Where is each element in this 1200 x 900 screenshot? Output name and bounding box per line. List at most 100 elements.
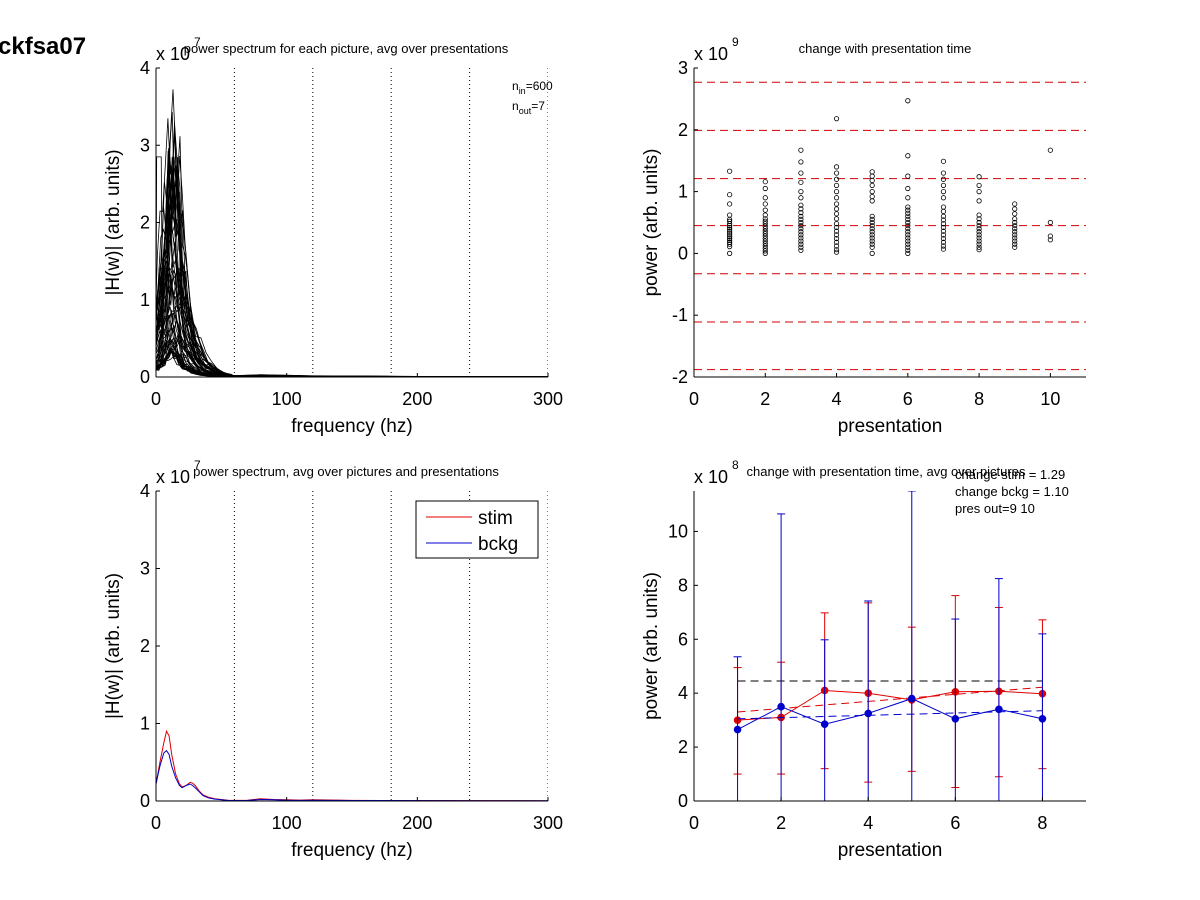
scatter-point bbox=[762, 235, 768, 242]
y-tick-label: 3 bbox=[678, 58, 688, 78]
axis-multiplier-exponent: 7 bbox=[194, 35, 201, 49]
y-tick-label: -1 bbox=[672, 305, 688, 325]
spectrum-line bbox=[157, 269, 548, 377]
scatter-point bbox=[727, 235, 733, 242]
scatter-point bbox=[976, 216, 982, 222]
y-tick-label: 10 bbox=[668, 521, 688, 541]
y-axis-label: power (arb. units) bbox=[641, 572, 662, 720]
scatter-point bbox=[976, 232, 982, 238]
scatter-point bbox=[727, 228, 733, 234]
scatter-point bbox=[1047, 233, 1053, 239]
scatter-point bbox=[727, 168, 733, 174]
scatter-point bbox=[905, 213, 911, 219]
scatter-point bbox=[869, 173, 875, 179]
scatter-point bbox=[727, 232, 733, 238]
x-tick-label: 0 bbox=[151, 389, 161, 409]
scatter-point bbox=[798, 235, 804, 241]
spectrum-line bbox=[156, 274, 548, 377]
spectrum-line bbox=[158, 136, 548, 377]
stats-annotation: pres out=9 10 bbox=[955, 501, 1035, 516]
scatter-point bbox=[1012, 232, 1018, 238]
scatter-point bbox=[940, 176, 947, 182]
spectrum-line bbox=[156, 171, 548, 377]
scatter-point bbox=[727, 212, 733, 218]
scatter-point bbox=[1012, 201, 1018, 207]
scatter-point bbox=[976, 238, 982, 244]
scatter-point bbox=[976, 241, 982, 247]
scatter-point bbox=[940, 235, 947, 242]
scatter-point bbox=[976, 219, 982, 226]
stats-annotation: change bckg = 1.10 bbox=[955, 484, 1069, 499]
y-tick-label: 2 bbox=[140, 636, 150, 656]
series-bckg bbox=[156, 749, 548, 801]
scatter-point bbox=[727, 221, 733, 227]
scatter-point bbox=[798, 206, 804, 212]
scatter-point bbox=[798, 247, 804, 253]
legend-label-bckg: bckg bbox=[478, 534, 518, 555]
scatter-point bbox=[869, 219, 875, 226]
scatter-point bbox=[762, 233, 768, 239]
x-tick-label: 8 bbox=[974, 389, 984, 409]
scatter-point bbox=[798, 159, 804, 165]
spectrum-line bbox=[157, 166, 548, 377]
spectrum-line bbox=[157, 156, 548, 377]
scatter-point bbox=[905, 229, 911, 235]
y-tick-label: 3 bbox=[140, 559, 150, 579]
scatter-point bbox=[1012, 229, 1018, 235]
scatter-point bbox=[833, 239, 840, 245]
y-tick-label: 1 bbox=[678, 182, 688, 202]
scatter-point bbox=[762, 231, 768, 237]
plot-area bbox=[733, 491, 1047, 801]
scatter-point bbox=[905, 216, 911, 223]
scatter-point bbox=[1012, 219, 1018, 226]
scatter-point bbox=[762, 243, 768, 249]
y-tick-label: 2 bbox=[678, 120, 688, 140]
scatter-point bbox=[833, 211, 840, 217]
scatter-point bbox=[798, 219, 804, 226]
scatter-point bbox=[869, 235, 875, 241]
data-point-bckg bbox=[995, 705, 1003, 714]
trend-line-bckg bbox=[737, 710, 1043, 720]
x-tick-label: 6 bbox=[950, 813, 960, 833]
scatter-point bbox=[727, 192, 733, 198]
scatter-point bbox=[976, 244, 982, 250]
scatter-point bbox=[762, 201, 768, 207]
scatter-point bbox=[727, 237, 733, 244]
scatter-point bbox=[798, 244, 804, 250]
y-tick-label: 8 bbox=[678, 575, 688, 595]
plot-area bbox=[694, 81, 1086, 371]
scatter-point bbox=[833, 228, 840, 234]
data-point-bckg bbox=[1038, 714, 1047, 723]
scatter-point bbox=[798, 226, 804, 232]
spectrum-line bbox=[156, 118, 548, 377]
axis-multiplier: x 10 bbox=[694, 44, 728, 64]
scatter-point bbox=[976, 235, 982, 241]
scatter-point bbox=[798, 222, 804, 229]
scatter-point bbox=[869, 232, 875, 238]
chart-title: power spectrum, avg over pictures and pr… bbox=[193, 464, 499, 479]
scatter-point bbox=[905, 244, 911, 250]
x-tick-label: 300 bbox=[533, 813, 563, 833]
scatter-point bbox=[727, 201, 733, 207]
scatter-point bbox=[905, 232, 911, 238]
scatter-point bbox=[905, 235, 911, 241]
y-tick-label: 0 bbox=[678, 791, 688, 811]
series-line-stim bbox=[737, 689, 1043, 721]
scatter-point bbox=[869, 169, 875, 175]
scatter-point bbox=[727, 224, 733, 231]
scatter-point bbox=[833, 235, 840, 242]
x-axis-label: presentation bbox=[838, 416, 943, 437]
x-tick-label: 0 bbox=[151, 813, 161, 833]
scatter-point bbox=[727, 234, 733, 240]
scatter-point bbox=[1012, 241, 1018, 247]
x-tick-label: 10 bbox=[1040, 389, 1060, 409]
scatter-point bbox=[762, 223, 768, 229]
scatter-point bbox=[833, 243, 840, 249]
scatter-point bbox=[798, 210, 804, 216]
scatter-point bbox=[1012, 235, 1018, 241]
n-in-subscript: in bbox=[519, 86, 526, 96]
x-tick-label: 200 bbox=[402, 813, 432, 833]
spectrum-line bbox=[158, 156, 548, 377]
scatter-point bbox=[976, 226, 982, 232]
scatter-point bbox=[1012, 226, 1018, 232]
